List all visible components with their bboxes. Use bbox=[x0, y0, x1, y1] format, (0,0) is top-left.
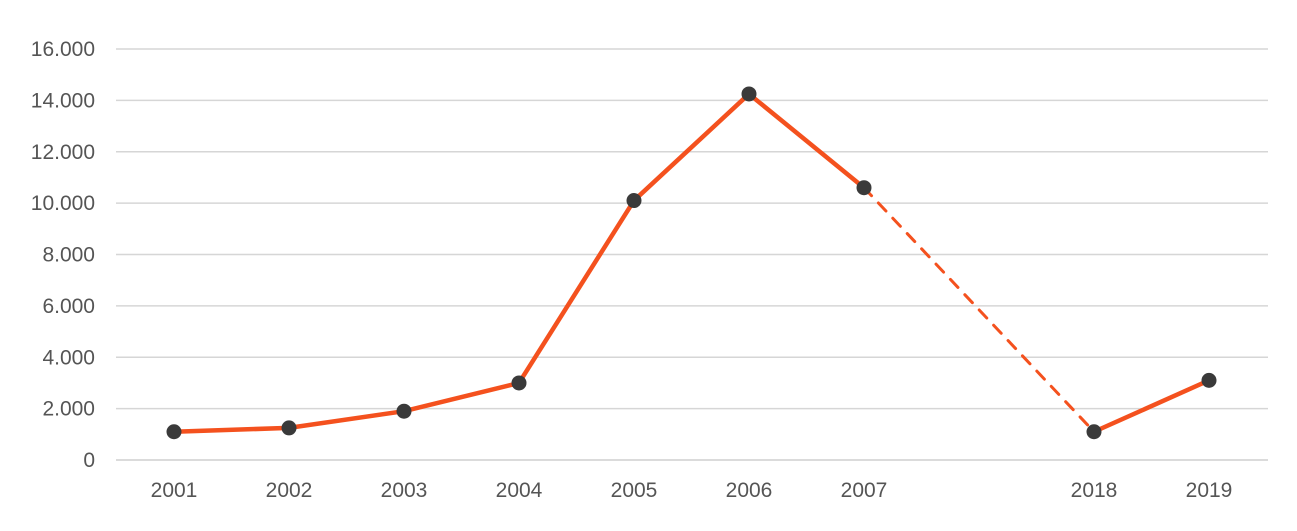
y-tick-label: 8.000 bbox=[42, 244, 95, 267]
series-line bbox=[171, 91, 1212, 434]
series-line-segment bbox=[516, 198, 637, 386]
series-line-segment bbox=[171, 425, 292, 434]
data-point-2019 bbox=[1201, 372, 1217, 388]
x-tick-label: 2005 bbox=[611, 479, 658, 502]
gridlines bbox=[116, 48, 1268, 461]
series-line-segment bbox=[631, 91, 752, 203]
series-line-segment-dashed bbox=[862, 186, 1096, 434]
series-line-segment bbox=[401, 380, 522, 414]
data-point-2001 bbox=[166, 424, 182, 440]
x-tick-label: 2003 bbox=[381, 479, 428, 502]
y-tick-label: 0 bbox=[83, 449, 95, 472]
data-point-2006 bbox=[741, 86, 757, 102]
y-tick-label: 12.000 bbox=[31, 141, 95, 164]
data-point-2004 bbox=[511, 375, 527, 391]
y-tick-label: 16.000 bbox=[31, 38, 95, 61]
data-point-2005 bbox=[626, 193, 642, 209]
x-axis-tick-labels: 2001 2002 2003 2004 2005 2006 2007 2018 2019 bbox=[151, 479, 1233, 502]
x-tick-label: 2007 bbox=[841, 479, 888, 502]
x-tick-label: 2001 bbox=[151, 479, 198, 502]
y-axis-tick-labels: 0 2.000 4.000 6.000 8.000 10.000 12.000 14.000 1… bbox=[31, 38, 95, 472]
y-tick-label: 4.000 bbox=[42, 346, 95, 369]
y-tick-label: 10.000 bbox=[31, 192, 95, 215]
data-point-2003 bbox=[396, 403, 412, 419]
y-tick-label: 2.000 bbox=[42, 398, 95, 421]
x-tick-label: 2002 bbox=[266, 479, 313, 502]
series-line-segment bbox=[1091, 378, 1212, 434]
x-tick-label: 2004 bbox=[496, 479, 543, 502]
data-point-2007 bbox=[856, 180, 872, 196]
x-tick-label: 2019 bbox=[1186, 479, 1233, 502]
data-point-2002 bbox=[281, 420, 297, 436]
x-tick-label: 2006 bbox=[726, 479, 773, 502]
y-tick-label: 6.000 bbox=[42, 295, 95, 318]
series-line-segment bbox=[286, 408, 407, 431]
data-point-2018 bbox=[1086, 424, 1102, 440]
y-tick-label: 14.000 bbox=[31, 89, 95, 112]
x-tick-label: 2018 bbox=[1071, 479, 1118, 502]
series-line-segment bbox=[746, 91, 867, 190]
series-points bbox=[166, 86, 1217, 440]
